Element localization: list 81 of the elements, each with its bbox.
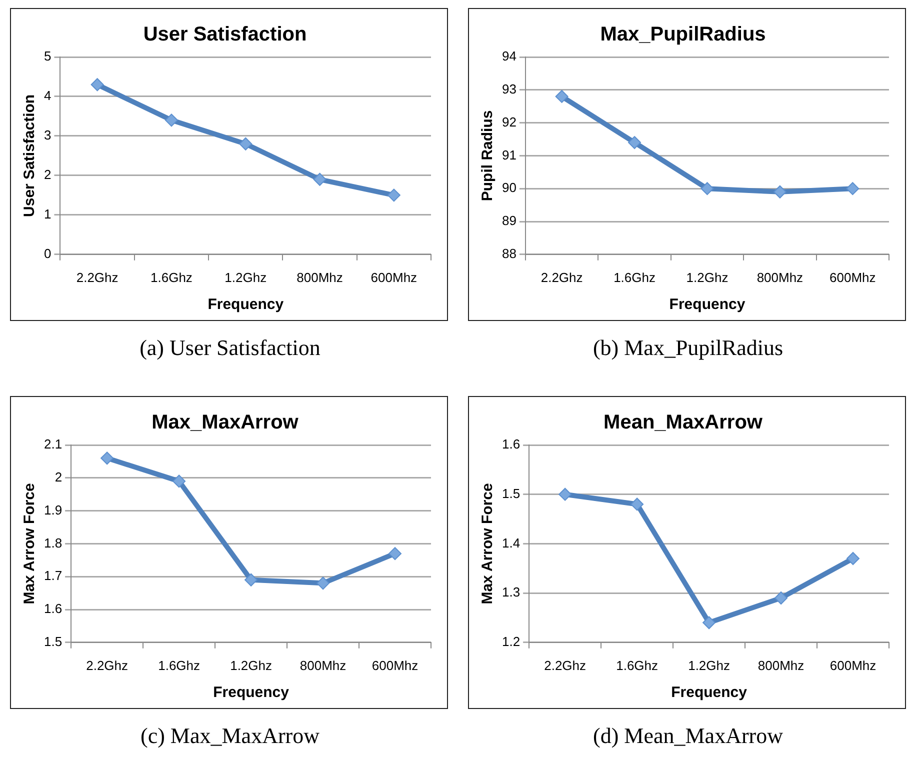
x-tick-label: 2.2Ghz [76, 270, 118, 285]
x-tick-label: 1.6Ghz [150, 270, 192, 285]
y-tick-label: 2.1 [44, 436, 62, 452]
x-tick-label: 1.6Ghz [616, 658, 658, 673]
y-tick-label: 1.2 [502, 634, 520, 649]
text: (c) Max_MaxArrow [140, 723, 320, 749]
x-tick-label: 800Mhz [758, 658, 804, 673]
y-tick-label: 2 [54, 469, 62, 484]
x-tick-label: 600Mhz [830, 658, 876, 673]
point [700, 182, 714, 196]
point [846, 182, 860, 196]
x-tick-label: 1.6Ghz [158, 658, 200, 673]
y-axis-title: Max Arrow Force [21, 483, 38, 604]
y-tick-label: 94 [502, 48, 516, 64]
y-axis-title: User Satisfaction [21, 94, 38, 217]
y-tick-label: 93 [502, 81, 516, 96]
y-tick-label: 1.3 [502, 584, 520, 600]
text: (b) Max_PupilRadius [592, 335, 784, 361]
x-tick-label: 800Mhz [296, 270, 343, 285]
point [628, 136, 642, 150]
y-tick-label: 89 [502, 213, 516, 228]
y-axis-title: Pupil Radius [479, 110, 496, 202]
point [172, 474, 186, 488]
x-tick-label: 800Mhz [756, 270, 804, 285]
y-tick-label: 1.5 [44, 634, 62, 649]
x-axis-title: Frequency [669, 296, 746, 314]
x-tick-label: 600Mhz [370, 270, 418, 285]
y-tick-label: 1.6 [44, 601, 62, 616]
point [773, 185, 786, 198]
x-tick-label: 1.2Ghz [230, 658, 272, 673]
y-tick-label: 90 [502, 180, 516, 196]
point [846, 552, 860, 566]
y-tick-label: 1 [44, 206, 52, 222]
y-tick-label: 1.5 [502, 486, 520, 501]
chart-title: User Satisfaction [143, 24, 307, 46]
chart-title: Mean_MaxArrow [604, 412, 763, 434]
y-tick-label: 91 [502, 147, 516, 162]
point [555, 90, 568, 103]
chart-title: Max_PupilRadius [600, 24, 766, 46]
y-tick-label: 1.7 [44, 568, 62, 584]
y-tick-label: 3 [44, 128, 52, 143]
x-tick-label: 800Mhz [300, 658, 346, 673]
text: (d) Mean_MaxArrow [592, 723, 784, 749]
text: (a) User Satisfaction [138, 335, 322, 361]
point [313, 172, 326, 186]
point [702, 616, 716, 630]
y-tick-label: 1.4 [502, 535, 520, 550]
point [316, 576, 330, 590]
point [90, 78, 104, 92]
x-tick-label: 2.2Ghz [540, 270, 583, 285]
point [244, 573, 258, 586]
y-tick-label: 4 [44, 88, 52, 104]
point [630, 498, 644, 511]
x-tick-label: 600Mhz [830, 270, 876, 285]
y-tick-label: 1.6 [502, 436, 520, 452]
y-tick-label: 88 [502, 246, 516, 261]
y-axis-title: Max Arrow Force [479, 483, 496, 604]
y-tick-label: 1.8 [44, 535, 62, 550]
y-tick-label: 92 [502, 114, 516, 130]
y-tick-label: 5 [44, 48, 52, 64]
y-tick-label: 0 [44, 246, 52, 261]
x-tick-label: 1.2Ghz [686, 270, 728, 285]
x-tick-label: 1.2Ghz [224, 270, 267, 285]
y-tick-label: 1.9 [44, 502, 62, 518]
point [388, 547, 402, 560]
chart-title: Max_MaxArrow [152, 412, 299, 434]
point [387, 188, 400, 202]
x-tick-label: 2.2Ghz [86, 658, 128, 673]
x-tick-label: 600Mhz [372, 658, 418, 673]
x-axis-title: Frequency [213, 684, 290, 702]
y-tick-label: 2 [44, 167, 52, 182]
x-axis-title: Frequency [671, 684, 748, 702]
x-tick-label: 1.2Ghz [688, 658, 730, 673]
point [100, 452, 114, 465]
point [558, 488, 572, 501]
point [239, 137, 252, 150]
point [164, 114, 178, 127]
x-axis-title: Frequency [208, 296, 284, 314]
point [774, 591, 788, 604]
x-tick-label: 2.2Ghz [544, 658, 586, 673]
x-tick-label: 1.6Ghz [614, 270, 656, 285]
